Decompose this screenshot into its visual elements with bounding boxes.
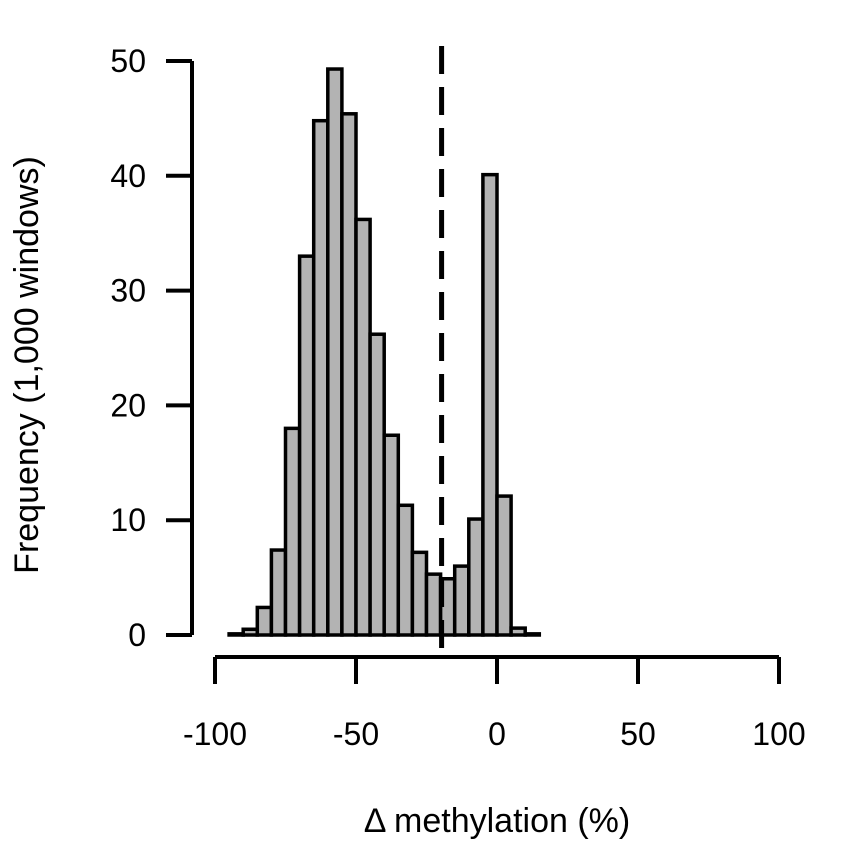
histogram-bar	[283, 426, 302, 637]
x-axis: -100 -50 0 50 100	[183, 655, 806, 752]
histogram-bar	[255, 605, 274, 637]
histogram-bar	[269, 548, 288, 637]
x-tick-label: -100	[183, 716, 247, 752]
y-axis-title: Frequency (1,000 windows)	[8, 156, 46, 574]
histogram-bar	[382, 433, 401, 637]
y-tick-label: 40	[110, 158, 146, 194]
histogram-bar	[326, 67, 344, 637]
x-axis-title: Δ methylation (%)	[364, 802, 630, 840]
histogram-bar	[227, 632, 245, 637]
y-tick-label: 20	[110, 387, 146, 423]
histogram-bar	[509, 626, 527, 637]
y-tick-label: 10	[110, 502, 146, 538]
x-tick-label: 100	[752, 716, 805, 752]
y-tick-label: 30	[110, 273, 146, 309]
histogram-bar	[467, 517, 485, 637]
histogram-bars	[227, 67, 542, 637]
histogram-bar	[241, 627, 260, 637]
histogram-bar	[495, 494, 513, 637]
x-tick-label: -50	[333, 716, 379, 752]
x-tick-label: 0	[488, 716, 506, 752]
histogram-bar	[396, 503, 415, 637]
y-tick-label: 0	[128, 617, 146, 653]
histogram-bar	[452, 564, 471, 637]
histogram-bar	[481, 172, 499, 637]
y-axis: 0 10 20 30 40 50	[110, 43, 194, 653]
histogram-bar	[297, 254, 316, 637]
y-tick-label: 50	[110, 43, 146, 79]
x-tick-label: 50	[620, 716, 656, 752]
histogram-bar	[424, 572, 443, 637]
histogram-bar	[354, 217, 372, 637]
histogram-bar	[311, 118, 330, 637]
histogram-bar	[523, 632, 542, 637]
histogram-bar	[410, 550, 429, 637]
histogram-bar	[340, 112, 358, 637]
histogram-bar	[368, 332, 386, 637]
